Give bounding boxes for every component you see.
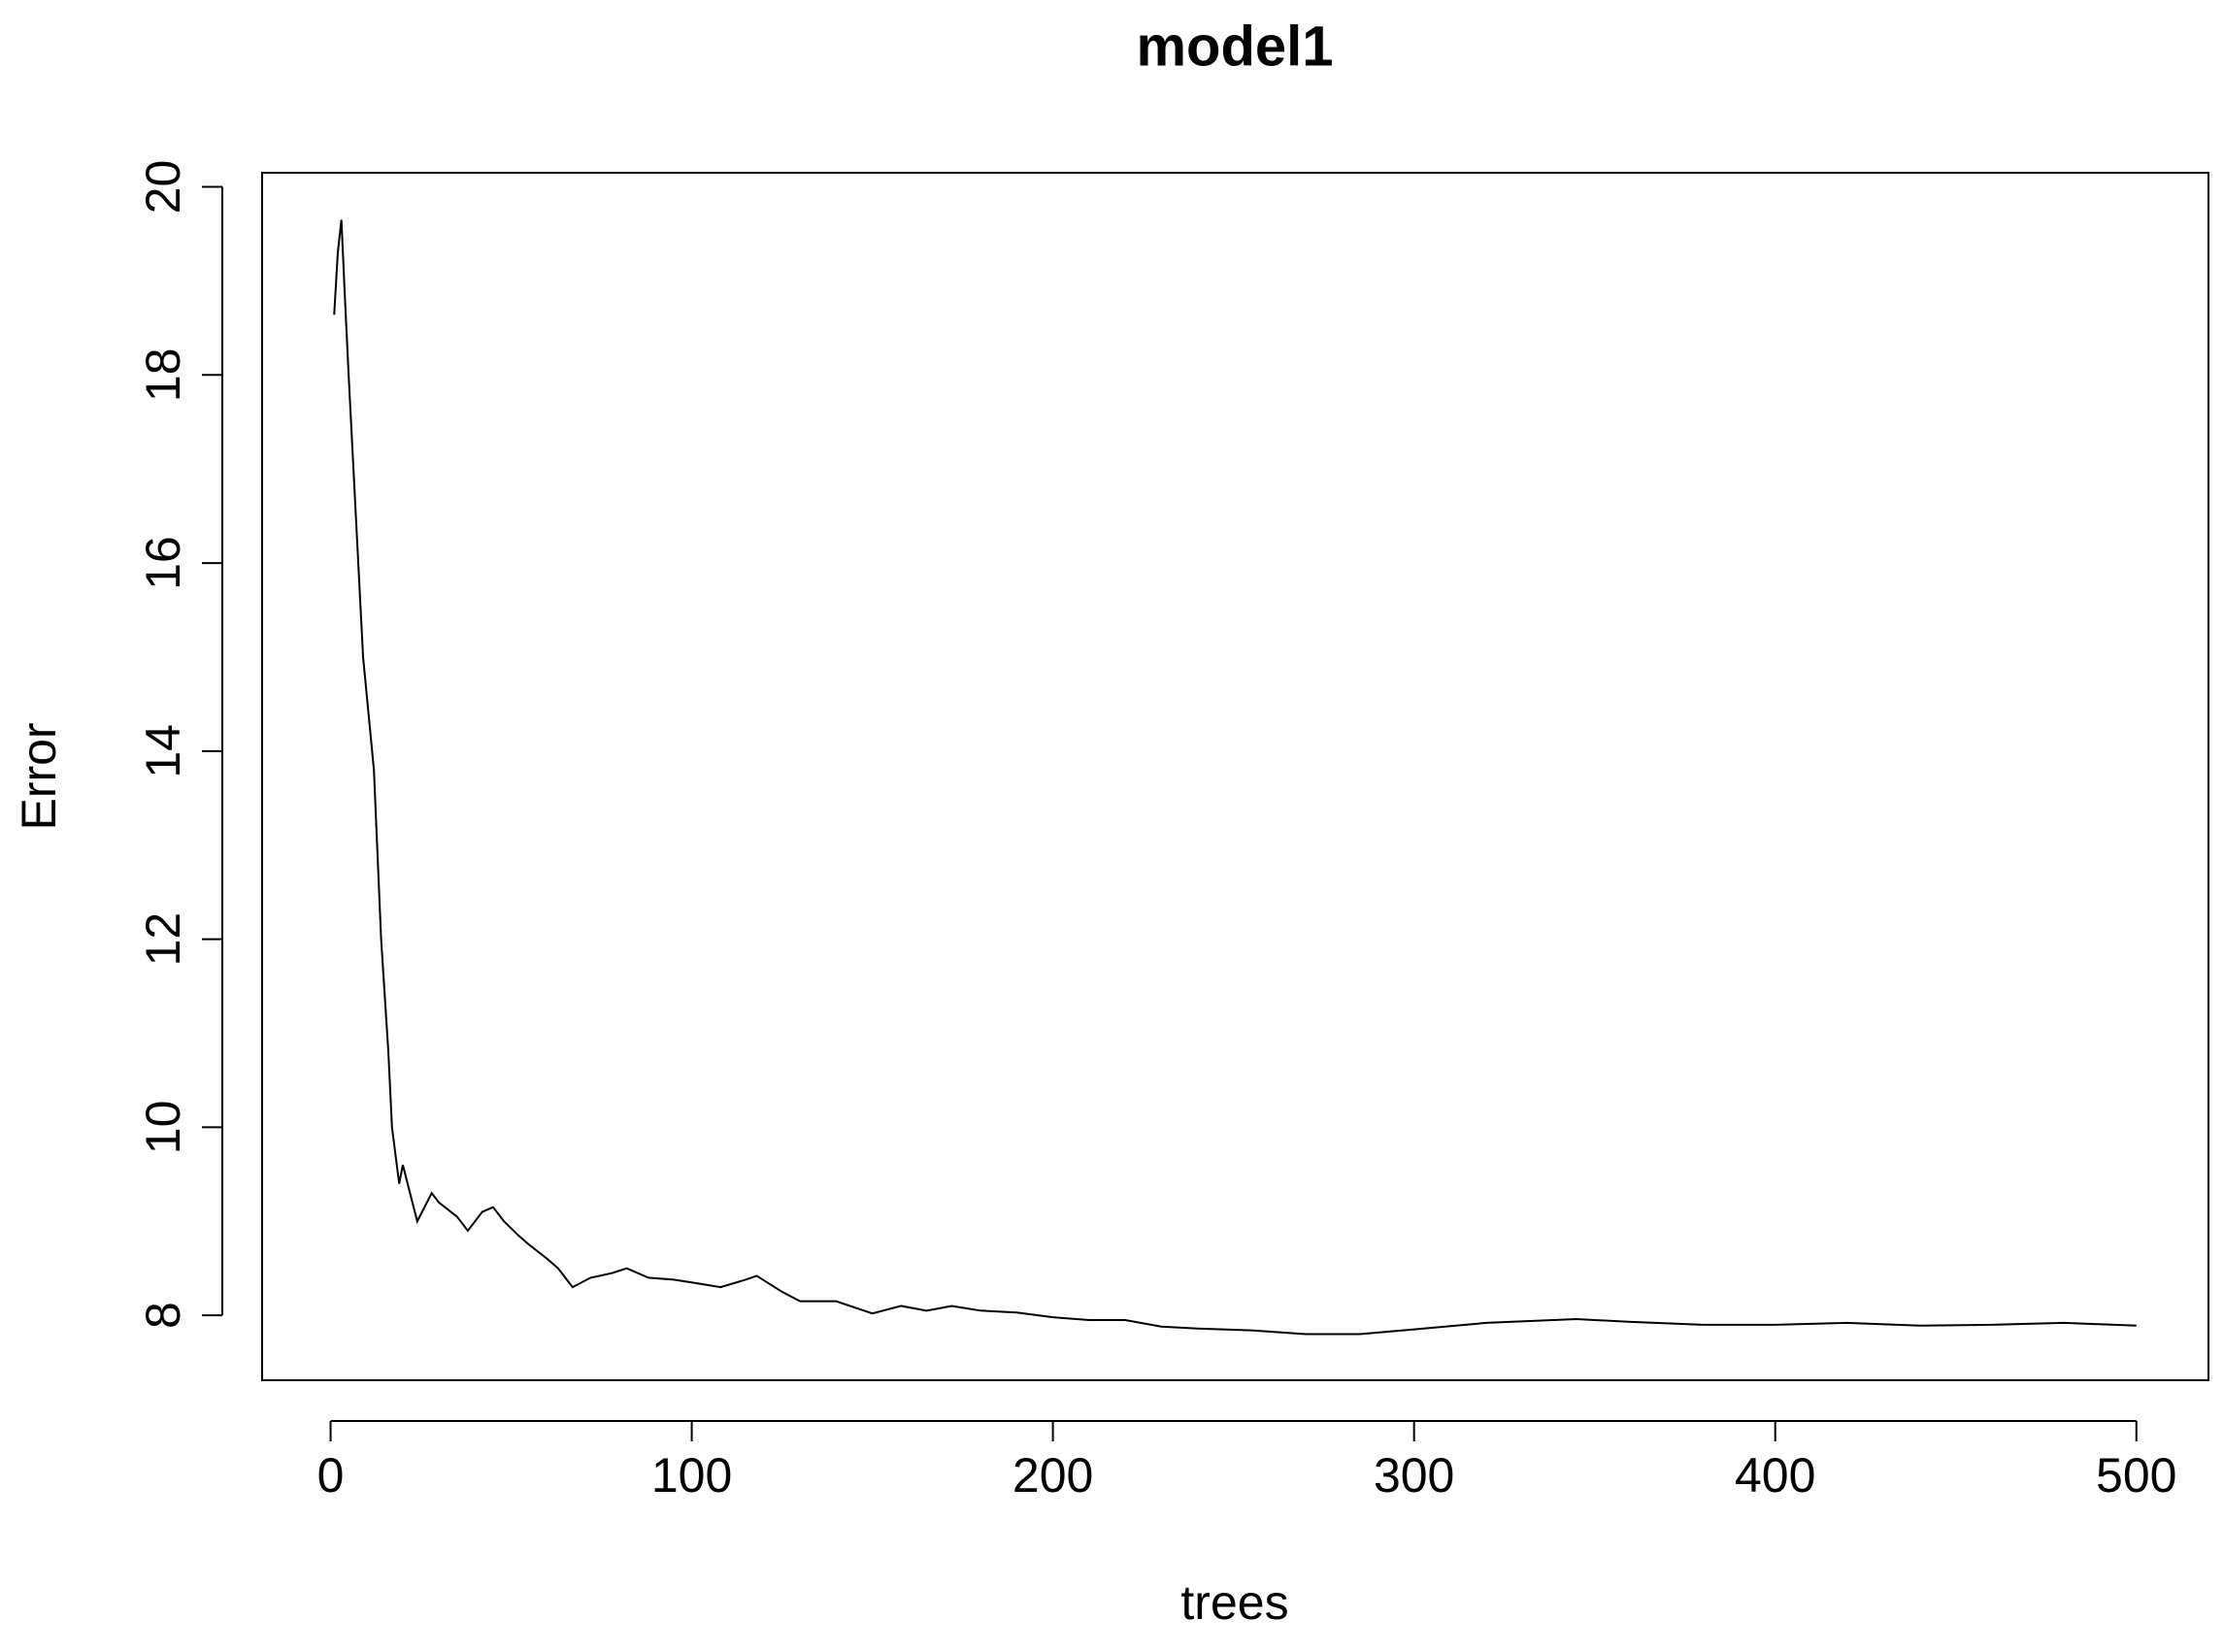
x-tick-label: 200: [1012, 1448, 1093, 1503]
y-axis-label: Error: [12, 722, 66, 830]
y-tick-label: 12: [136, 912, 190, 967]
error-line: [333, 219, 2137, 1336]
y-tick-label: 16: [136, 536, 190, 590]
x-tick-label: 100: [651, 1448, 732, 1503]
plot-frame: [261, 172, 2209, 1381]
y-tick-label: 14: [136, 724, 190, 778]
y-tick-label: 10: [136, 1101, 190, 1155]
x-axis-label: trees: [1180, 1575, 1288, 1630]
x-tick-label: 300: [1374, 1448, 1454, 1503]
y-tick-label: 18: [136, 347, 190, 402]
x-tick-label: 0: [317, 1448, 345, 1503]
y-tick-label: 20: [136, 160, 190, 215]
chart-title: model1: [1136, 15, 1333, 78]
x-tick-label: 500: [2096, 1448, 2176, 1503]
y-tick-label: 8: [136, 1302, 190, 1329]
x-tick-label: 400: [1735, 1448, 1815, 1503]
